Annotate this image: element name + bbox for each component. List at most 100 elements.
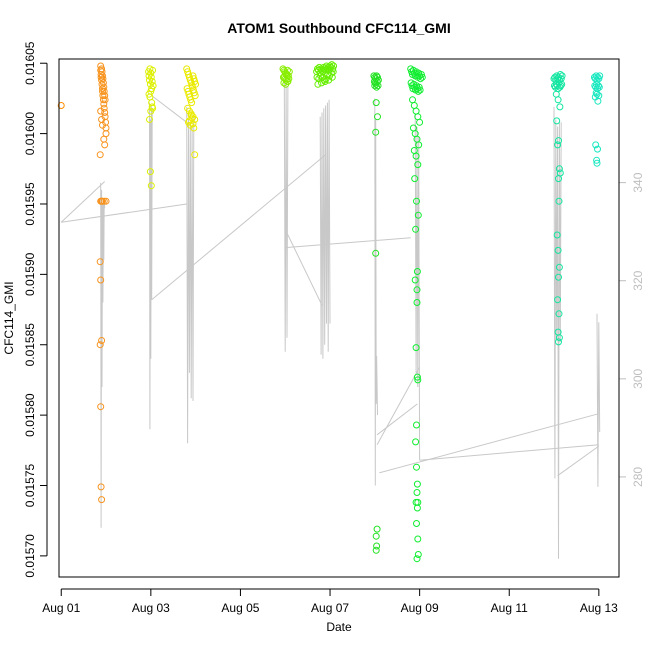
data-point (555, 165, 563, 173)
data-point (373, 83, 381, 91)
data-point (99, 72, 106, 80)
background-line-segment (376, 403, 418, 436)
data-point (57, 102, 65, 109)
data-point (418, 73, 426, 81)
data-point (555, 273, 562, 281)
data-point (413, 286, 421, 294)
right-tick-label: 280 (631, 467, 645, 487)
x-tick-label: Aug 13 (580, 601, 618, 615)
background-line-segment (374, 98, 378, 486)
data-point (148, 78, 156, 85)
data-point (413, 421, 420, 429)
data-point (555, 334, 563, 342)
series-group (96, 62, 110, 504)
background-line-segment (414, 113, 421, 461)
data-point (594, 145, 601, 153)
data-point (328, 61, 336, 69)
data-point (594, 73, 602, 81)
data-point (594, 82, 602, 90)
data-point (554, 141, 562, 149)
y-tick-label: 0.01590 (23, 252, 37, 296)
data-point (328, 73, 336, 81)
data-point (149, 82, 157, 90)
data-point (191, 92, 199, 100)
data-point (592, 89, 600, 97)
data-point (191, 151, 199, 159)
y-tick-label: 0.01595 (23, 182, 37, 226)
data-point (414, 551, 422, 558)
data-point (327, 69, 335, 77)
data-point (314, 80, 322, 88)
series-group (145, 65, 157, 190)
data-point (99, 79, 107, 87)
x-axis-label: Date (326, 620, 352, 634)
background-line-segment (419, 444, 599, 461)
data-point (413, 268, 421, 275)
data-point (101, 141, 109, 149)
data-point (98, 337, 106, 344)
data-point (556, 71, 564, 78)
data-point (373, 542, 381, 550)
data-point (285, 68, 293, 76)
data-point (554, 296, 562, 304)
data-point (313, 73, 321, 81)
data-point (558, 80, 566, 88)
background-line-segment (596, 313, 601, 487)
data-point (329, 65, 337, 73)
y-tick-label: 0.01570 (23, 534, 37, 578)
data-point (555, 137, 562, 145)
data-point (374, 113, 381, 121)
data-point (596, 72, 604, 80)
data-point (372, 249, 380, 257)
data-point (555, 197, 563, 205)
data-point (415, 83, 423, 91)
data-point (146, 116, 153, 123)
data-point (413, 480, 421, 488)
data-point (417, 71, 425, 78)
y-tick-label: 0.01600 (23, 112, 37, 156)
data-point (555, 263, 563, 271)
data-point (97, 107, 105, 115)
data-point (413, 489, 421, 496)
data-point (555, 338, 562, 346)
series-group (407, 65, 426, 563)
right-tick-label: 340 (631, 172, 645, 192)
data-point (594, 97, 602, 105)
data-point (372, 80, 380, 88)
background-line-segment (557, 445, 600, 477)
data-point (412, 344, 420, 352)
data-point (595, 83, 603, 91)
data-point (96, 258, 104, 266)
background-line-layer (60, 78, 601, 559)
data-point (372, 546, 380, 554)
data-point (413, 504, 421, 512)
data-point (98, 65, 106, 73)
data-point (147, 107, 155, 115)
data-point (98, 496, 106, 504)
data-point (413, 463, 420, 471)
data-point (97, 483, 105, 491)
data-point (552, 90, 560, 98)
data-point (411, 276, 419, 284)
background-line-segment (285, 237, 411, 249)
data-point (99, 121, 106, 129)
background-line-segment (151, 154, 326, 301)
data-point (416, 86, 424, 94)
data-point (553, 231, 561, 239)
x-tick-label: Aug 05 (221, 601, 259, 615)
data-point (413, 520, 420, 527)
data-point (557, 82, 565, 90)
data-point (415, 141, 423, 149)
data-point (101, 96, 109, 104)
data-point (99, 75, 107, 83)
data-point (555, 310, 563, 318)
data-point (412, 438, 420, 446)
data-point (412, 107, 420, 115)
data-point (411, 175, 419, 183)
data-point (100, 87, 108, 95)
data-point (372, 99, 380, 107)
series-group (279, 65, 293, 88)
data-point (414, 87, 422, 95)
data-point (558, 72, 566, 80)
data-point (413, 373, 421, 381)
